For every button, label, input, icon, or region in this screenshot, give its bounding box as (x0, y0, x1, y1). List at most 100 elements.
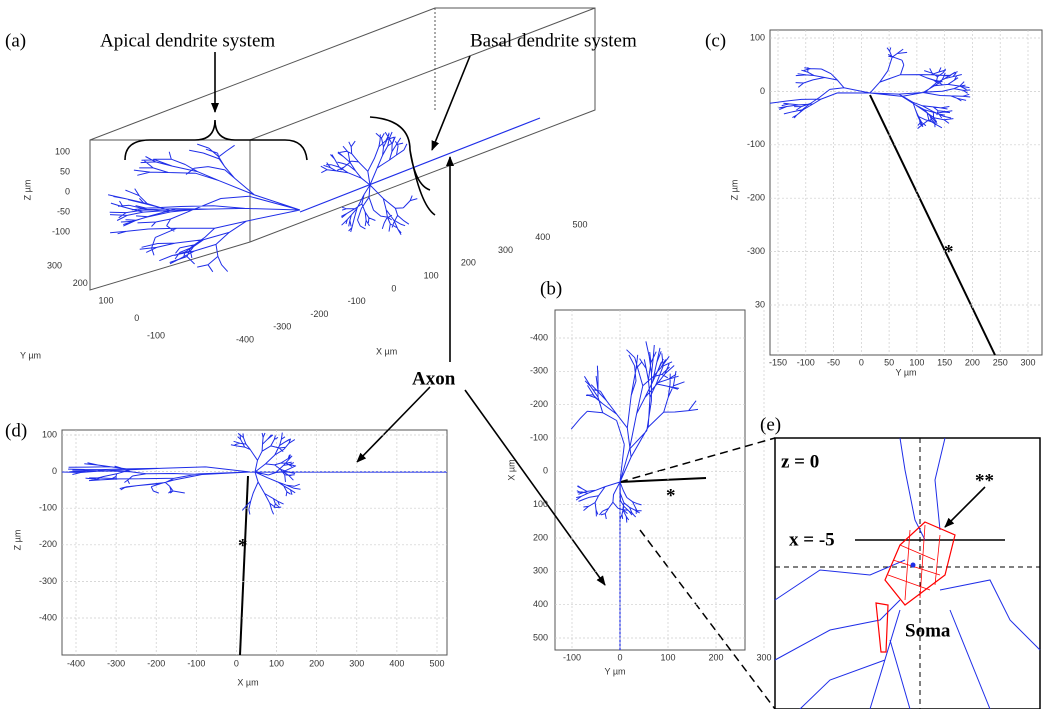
segment-d (239, 475, 249, 656)
neuron-trace (320, 131, 418, 236)
tick-label: 250 (993, 357, 1008, 367)
annotation: * (238, 535, 248, 556)
tick-label: 100 (98, 295, 113, 305)
axes-c (769, 29, 1043, 356)
tick-label: -100 (747, 139, 765, 149)
tick-label: -400 (67, 658, 85, 668)
tick-label: 100 (909, 357, 924, 367)
tick-label: -100 (348, 296, 366, 306)
tick-label: 200 (73, 278, 88, 288)
tick-label: 100 (424, 270, 439, 280)
tick-label: 100 (660, 652, 675, 662)
tick-label: -200 (530, 399, 548, 409)
neuron-trace (107, 143, 301, 273)
tick-label: 400 (535, 232, 550, 242)
tick-label: 0 (760, 86, 765, 96)
tick-label: -300 (107, 658, 125, 668)
tick-label: -50 (57, 206, 70, 216)
tick-label: -200 (39, 539, 57, 549)
tick-label: 0 (617, 652, 622, 662)
zoom-line (619, 437, 776, 483)
segment-c (869, 94, 996, 356)
tick-label: 500 (533, 632, 548, 642)
tick-label: 100 (55, 146, 70, 156)
tick-label: 0 (65, 186, 70, 196)
tick-label: 200 (708, 652, 723, 662)
tick-label: -100 (39, 503, 57, 513)
tick-label: 0 (134, 313, 139, 323)
axes-b (554, 309, 746, 651)
axis-title: Y µm (604, 666, 625, 676)
tick-label: 200 (309, 658, 324, 668)
tick-label: 300 (47, 260, 62, 270)
tick-label: 300 (756, 652, 771, 662)
tick-label: 300 (349, 658, 364, 668)
neuron-trace (61, 462, 251, 494)
tick-label: -100 (530, 432, 548, 442)
annotation: z = 0 (781, 451, 819, 472)
tick-label: -300 (273, 322, 291, 332)
tick-label: -150 (769, 357, 787, 367)
tick-label: 100 (269, 658, 284, 668)
annotation: ** (975, 470, 994, 491)
annotation: Apical dendrite system (100, 30, 275, 51)
neuron-trace (230, 432, 301, 515)
tick-label: -50 (827, 357, 840, 367)
annotation: * (666, 485, 676, 506)
tick-label: 0 (391, 283, 396, 293)
tick-label: -300 (39, 576, 57, 586)
tick-label: -400 (530, 332, 548, 342)
tick-label: 200 (965, 357, 980, 367)
tick-label: 300 (1020, 357, 1035, 367)
tick-label: 50 (60, 166, 70, 176)
segment-b (619, 477, 707, 483)
annotation: Basal dendrite system (470, 30, 637, 51)
tick-label: 50 (884, 357, 894, 367)
neuron-trace (570, 341, 699, 483)
tick-label: -100 (797, 357, 815, 367)
tick-label: 200 (461, 258, 476, 268)
tick-label: 400 (389, 658, 404, 668)
tick-label: 0 (234, 658, 239, 668)
panel-label: (d) (5, 420, 27, 441)
tick-label: 300 (533, 566, 548, 576)
axis-title: Z µm (12, 530, 22, 551)
tick-label: 0 (543, 466, 548, 476)
axis-title: Y µm (20, 350, 41, 360)
neuron-trace (575, 481, 642, 523)
tick-label: -200 (147, 658, 165, 668)
tick-label: -200 (747, 193, 765, 203)
axis-title: X µm (237, 677, 258, 687)
tick-label: -300 (747, 246, 765, 256)
tick-label: 150 (937, 357, 952, 367)
tick-label: 200 (533, 532, 548, 542)
tick-label: 0 (859, 357, 864, 367)
neuron-trace (769, 47, 971, 129)
arrows (124, 52, 986, 586)
panel-label: (c) (705, 30, 726, 51)
tick-label: 100 (750, 32, 765, 42)
tick-label: -100 (563, 652, 581, 662)
tick-label: 100 (533, 499, 548, 509)
axis-title: X µm (506, 459, 516, 480)
tick-label: -200 (310, 309, 328, 319)
tick-label: 500 (572, 219, 587, 229)
tick-label: 500 (429, 658, 444, 668)
tick-label: 400 (533, 599, 548, 609)
tick-label: -400 (236, 334, 254, 344)
annotation: Soma (905, 620, 951, 641)
panel-label: (e) (760, 414, 781, 435)
panel-label: (a) (5, 30, 26, 51)
annotation: x = -5 (789, 529, 835, 550)
tick-label: -100 (52, 226, 70, 236)
annotation: * (944, 241, 954, 262)
axis-title: Z µm (729, 180, 739, 201)
inset-content (774, 437, 1041, 709)
tick-label: 300 (498, 245, 513, 255)
axon-a (299, 117, 541, 213)
axis-title: Y µm (895, 367, 916, 377)
tick-label: -300 (530, 366, 548, 376)
tick-label: 30 (755, 299, 765, 309)
tick-label: -100 (147, 330, 165, 340)
